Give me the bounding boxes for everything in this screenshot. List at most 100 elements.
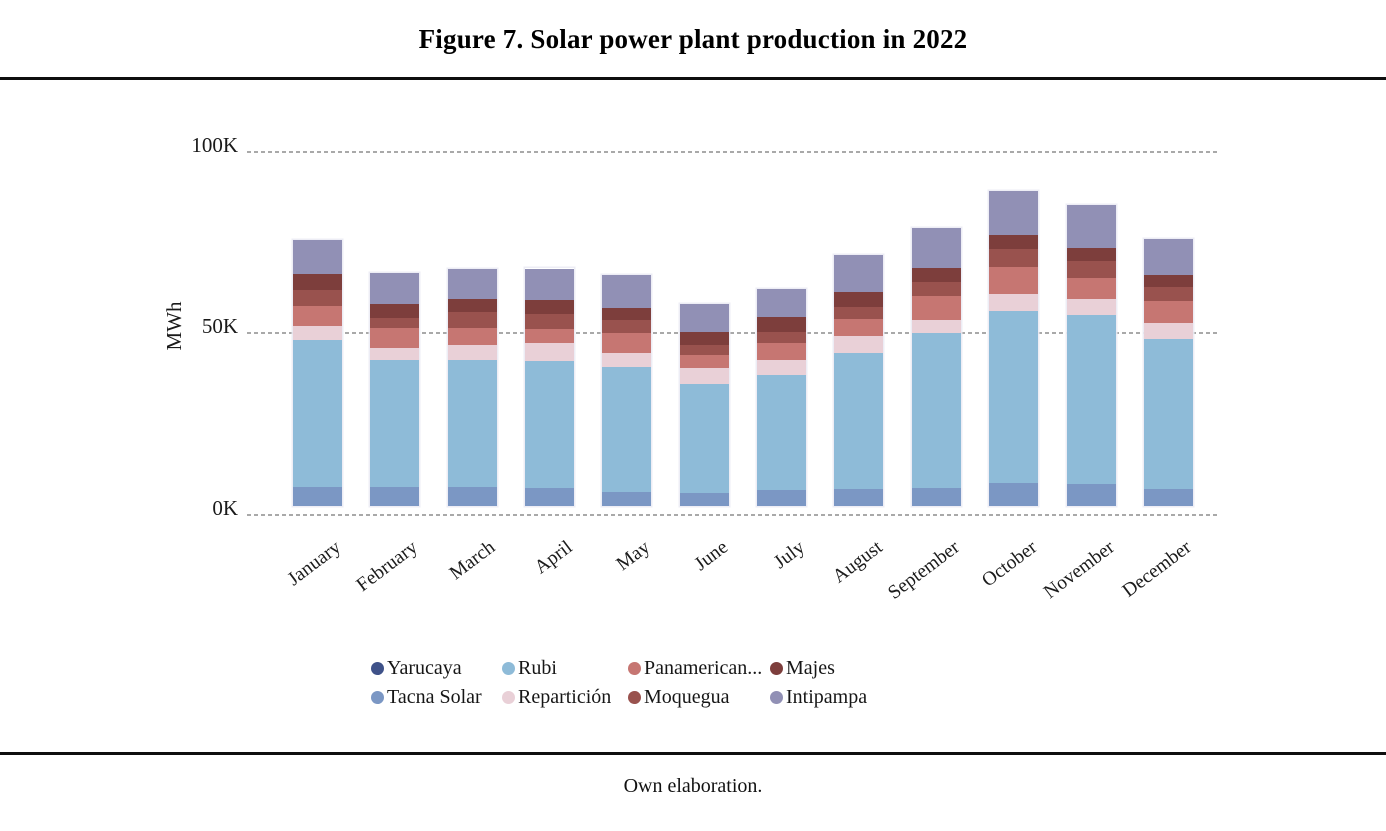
segment-intipampa-february <box>370 272 420 305</box>
legend-label-yarucaya: Yarucaya <box>387 656 462 679</box>
segment-intipampa-november <box>1066 205 1116 249</box>
segment-tacna-solar-march <box>447 486 497 506</box>
segment-rubi-november <box>1066 315 1116 485</box>
segment-repartici-n-february <box>370 348 420 360</box>
bar-june <box>679 304 729 506</box>
gridline-0k <box>247 514 1218 516</box>
segment-tacna-solar-november <box>1066 484 1116 506</box>
segment-moquegua-november <box>1066 260 1116 279</box>
segment-majes-august <box>834 291 884 307</box>
segment-panamerican-october <box>989 266 1039 294</box>
segment-majes-march <box>447 299 497 313</box>
bar-september <box>911 227 961 506</box>
x-axis-label-april: April <box>531 536 577 579</box>
x-axis-label-september: September <box>884 536 964 604</box>
legend-label-rubi: Rubi <box>518 656 557 679</box>
segment-moquegua-june <box>679 345 729 355</box>
x-axis-label-february: February <box>353 536 423 596</box>
segment-majes-january <box>293 274 342 290</box>
bar-august <box>834 255 884 506</box>
segment-intipampa-october <box>989 191 1039 236</box>
segment-repartici-n-october <box>989 293 1039 311</box>
figure-caption: Own elaboration. <box>623 775 763 797</box>
segment-tacna-solar-october <box>989 482 1039 506</box>
legend-dot-repartici-n <box>502 690 515 704</box>
segment-moquegua-february <box>370 318 420 329</box>
segment-tacna-solar-january <box>293 486 342 506</box>
segment-intipampa-december <box>1143 238 1193 276</box>
legend-label-panamerican: Panamerican... <box>644 656 763 679</box>
x-axis-label-august: August <box>828 536 887 588</box>
bar-may <box>602 275 652 506</box>
segment-tacna-solar-december <box>1143 488 1193 506</box>
segment-panamerican-february <box>370 328 420 349</box>
segment-repartici-n-june <box>679 368 729 384</box>
segment-repartici-n-april <box>525 343 575 361</box>
segment-intipampa-september <box>911 227 961 268</box>
segment-intipampa-august <box>834 255 884 292</box>
segment-majes-june <box>679 331 729 346</box>
legend-dot-majes <box>770 661 783 675</box>
x-axis-label-march: March <box>446 536 500 585</box>
figure-title: Figure 7. Solar power plant production i… <box>418 24 968 54</box>
legend-item-moquegua: Moquegua <box>628 684 730 710</box>
segment-rubi-october <box>989 310 1039 483</box>
segment-tacna-solar-september <box>911 488 961 506</box>
legend-dot-moquegua <box>628 690 641 704</box>
segment-rubi-february <box>370 360 420 487</box>
segment-rubi-march <box>447 360 497 487</box>
segment-majes-september <box>911 267 961 283</box>
x-axis-label-december: December <box>1118 536 1196 602</box>
segment-intipampa-june <box>679 304 729 332</box>
y-axis-tick-100k: 100K <box>191 132 238 157</box>
segment-panamerican-november <box>1066 278 1116 300</box>
segment-moquegua-august <box>834 306 884 320</box>
y-axis-tick-50k: 50K <box>201 314 238 339</box>
legend-label-moquegua: Moquegua <box>644 685 730 708</box>
segment-moquegua-april <box>525 313 575 329</box>
segment-tacna-solar-july <box>757 490 807 506</box>
segment-moquegua-september <box>911 282 961 297</box>
segment-rubi-september <box>911 333 961 489</box>
segment-repartici-n-may <box>602 353 652 367</box>
segment-panamerican-june <box>679 354 729 369</box>
bar-october <box>989 191 1039 506</box>
top-rule <box>0 77 1386 80</box>
legend-item-repartici-n: Repartición <box>502 684 611 710</box>
legend-label-majes: Majes <box>786 656 835 679</box>
segment-rubi-june <box>679 383 729 494</box>
segment-rubi-may <box>602 366 652 492</box>
legend-dot-intipampa <box>770 690 783 704</box>
legend-item-intipampa: Intipampa <box>770 684 867 710</box>
segment-rubi-august <box>834 353 884 490</box>
legend-label-repartici-n: Repartición <box>518 685 612 708</box>
legend-item-panamerican: Panamerican... <box>628 655 762 681</box>
plot-area: MWh 0K 50K 100K January February March April Ma… <box>162 132 1218 604</box>
segment-panamerican-march <box>447 327 497 346</box>
segment-panamerican-december <box>1143 301 1193 324</box>
y-axis-tick-0k: 0K <box>212 496 238 520</box>
bar-february <box>370 272 420 506</box>
segment-moquegua-july <box>757 331 807 344</box>
legend-dot-tacna-solar <box>371 690 384 704</box>
segment-rubi-december <box>1143 339 1193 489</box>
segment-majes-october <box>989 235 1039 250</box>
legend-item-rubi: Rubi <box>502 655 557 681</box>
segment-intipampa-march <box>447 268 497 299</box>
segment-intipampa-july <box>757 289 807 318</box>
segment-rubi-january <box>293 340 342 487</box>
bar-april <box>525 268 575 506</box>
segment-repartici-n-july <box>757 360 807 375</box>
segment-repartici-n-march <box>447 345 497 360</box>
segment-panamerican-april <box>525 328 575 344</box>
segment-repartici-n-december <box>1143 323 1193 340</box>
x-axis-label-november: November <box>1039 536 1119 604</box>
legend-dot-yarucaya <box>371 661 384 675</box>
segment-moquegua-may <box>602 320 652 334</box>
legend-label-intipampa: Intipampa <box>786 685 868 708</box>
segment-repartici-n-november <box>1066 299 1116 316</box>
x-axis-label-july: July <box>770 536 809 574</box>
segment-majes-november <box>1066 248 1116 261</box>
segment-moquegua-january <box>293 289 342 306</box>
segment-repartici-n-august <box>834 336 884 354</box>
